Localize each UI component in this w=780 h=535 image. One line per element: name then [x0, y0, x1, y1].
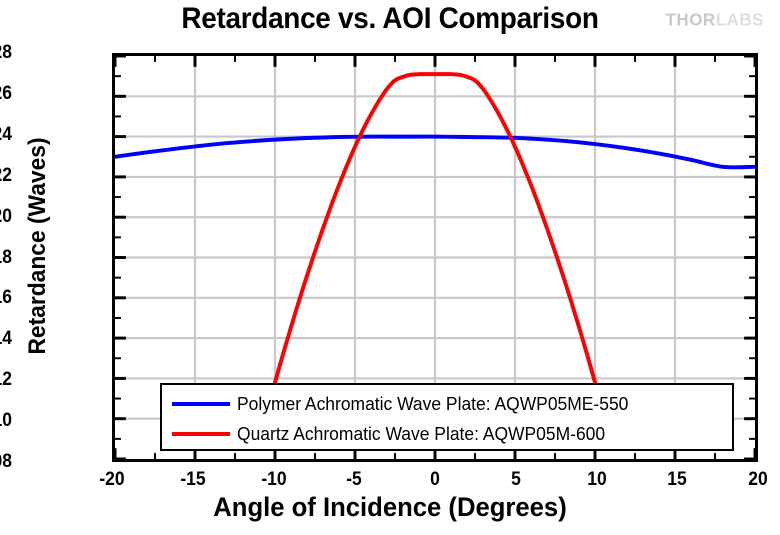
legend-entry-polymer: Polymer Achromatic Wave Plate: AQWP05ME-… [162, 389, 732, 419]
x-tick-label: -10 [260, 469, 287, 490]
x-tick-label: -15 [180, 469, 206, 490]
curve-quartz [273, 72, 597, 385]
legend-label-quartz: Quartz Achromatic Wave Plate: AQWP05M-60… [237, 423, 606, 444]
chart-title: Retardance vs. AOI Comparison [181, 2, 599, 35]
x-tick-label: 10 [586, 469, 607, 490]
data-curves [115, 72, 755, 385]
x-tick-label: 20 [748, 469, 768, 490]
y-tick-label: 0.08 [0, 451, 12, 472]
y-tick-label: 0.12 [0, 369, 12, 391]
x-tick-label: -5 [346, 469, 363, 490]
y-tick-label: 0.18 [0, 246, 12, 268]
chart-legend: Polymer Achromatic Wave Plate: AQWP05ME-… [160, 383, 734, 451]
y-tick-label: 0.20 [0, 205, 12, 227]
x-tick-label: 0 [430, 469, 440, 490]
legend-swatch-quartz [172, 432, 230, 436]
thorlabs-watermark: THORLABS [666, 10, 764, 31]
y-tick-label: 0.28 [0, 42, 12, 63]
watermark-labs: LABS [715, 10, 764, 30]
y-tick-label: 0.26 [0, 82, 12, 104]
x-axis-title: Angle of Incidence (Degrees) [213, 492, 567, 522]
y-tick-label: 0.22 [0, 164, 12, 186]
y-tick-label: 0.16 [0, 287, 12, 309]
legend-label-polymer: Polymer Achromatic Wave Plate: AQWP05ME-… [237, 393, 629, 414]
legend-swatch-polymer [172, 402, 230, 406]
legend-entry-quartz: Quartz Achromatic Wave Plate: AQWP05M-60… [162, 419, 732, 449]
y-axis-title: Retardance (Waves) [24, 137, 51, 355]
x-tick-label: 5 [510, 469, 521, 490]
y-tick-label: 0.24 [0, 123, 12, 145]
y-tick-label: 0.14 [0, 328, 12, 350]
watermark-thor: THOR [665, 10, 716, 30]
x-tick-label: 15 [667, 469, 687, 490]
x-tick-label: -20 [99, 469, 125, 490]
y-tick-label: 0.10 [0, 410, 12, 432]
curve-polymer [115, 134, 755, 170]
